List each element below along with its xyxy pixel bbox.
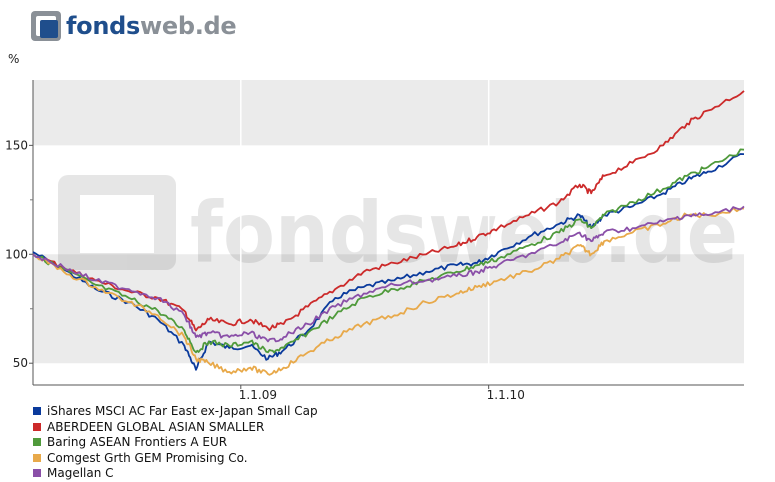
logo-text-part2: web.de (139, 12, 237, 40)
logo-text-part1: fonds (66, 12, 140, 40)
series-line (32, 153, 745, 371)
series-line (32, 207, 745, 376)
fondsweb-logo-icon (31, 11, 61, 41)
legend-item: Comgest Grth GEM Promising Co. (33, 451, 318, 467)
legend-swatch (33, 453, 41, 462)
chart-legend: iShares MSCI AC Far East ex-Japan Small … (33, 404, 318, 482)
performance-chart: fondsweb.de 50 100 150 1.1.09 1.1.10 (5, 80, 745, 400)
legend-label: ABERDEEN GLOBAL ASIAN SMALLER (47, 419, 265, 434)
legend-item: ABERDEEN GLOBAL ASIAN SMALLER (33, 420, 318, 436)
legend-swatch (33, 469, 41, 477)
legend-item: iShares MSCI AC Far East ex-Japan Small … (33, 404, 318, 420)
legend-swatch (33, 438, 41, 446)
legend-label: Baring ASEAN Frontiers A EUR (47, 435, 228, 449)
y-tick-label: 150 (5, 138, 28, 152)
legend-label: iShares MSCI AC Far East ex-Japan Small … (47, 404, 318, 418)
series-line (32, 90, 745, 332)
fondsweb-logo-text: fondsweb.de (66, 12, 237, 40)
series-line (32, 148, 745, 354)
watermark: fondsweb.de (58, 175, 738, 282)
series-line (32, 205, 745, 343)
y-tick-label: 100 (5, 247, 28, 261)
y-axis-label: % (8, 52, 20, 66)
legend-label: Magellan C (47, 466, 114, 480)
plot-band (33, 80, 744, 146)
legend-label: Comgest Grth GEM Promising Co. (47, 450, 248, 465)
x-tick-label: 1.1.10 (487, 388, 525, 400)
legend-item: Magellan C (33, 466, 318, 482)
legend-swatch (33, 407, 41, 415)
fondsweb-logo[interactable]: fondsweb.de (30, 10, 237, 44)
legend-item: Baring ASEAN Frontiers A EUR (33, 435, 318, 451)
legend-swatch (33, 422, 41, 431)
y-tick-label: 50 (13, 356, 28, 370)
x-tick-label: 1.1.09 (239, 388, 277, 400)
watermark-text: fondsweb.de (190, 184, 738, 282)
